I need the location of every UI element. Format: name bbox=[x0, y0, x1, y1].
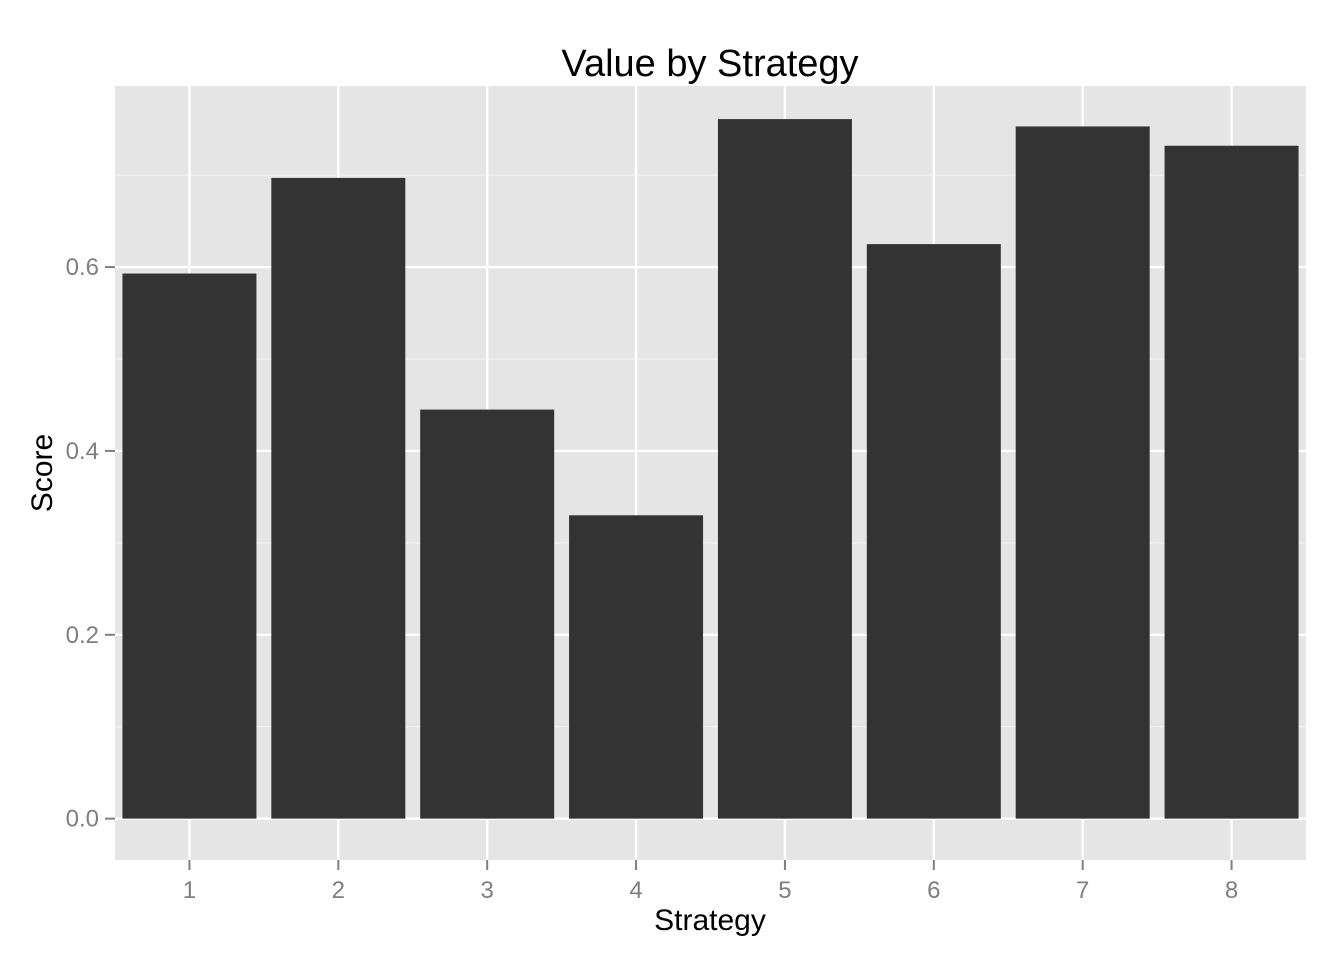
y-tick-label: 0.4 bbox=[66, 438, 99, 465]
bar bbox=[717, 119, 852, 819]
x-tick-label: 3 bbox=[481, 877, 494, 904]
y-axis-ticks: 0.0 0.2 0.4 0.6 bbox=[66, 254, 115, 833]
bar bbox=[569, 515, 704, 819]
y-tick-label: 0.2 bbox=[66, 622, 99, 649]
x-tick-label: 7 bbox=[1076, 877, 1089, 904]
y-tick-label: 0.6 bbox=[66, 254, 99, 281]
bar bbox=[1015, 126, 1150, 819]
x-tick-label: 4 bbox=[629, 877, 642, 904]
x-tick-label: 8 bbox=[1225, 877, 1238, 904]
x-tick-label: 6 bbox=[927, 877, 940, 904]
bars bbox=[122, 119, 1299, 819]
bar bbox=[1164, 145, 1299, 819]
y-axis-title: Score bbox=[26, 434, 59, 512]
bar bbox=[866, 244, 1001, 819]
x-axis-title: Strategy bbox=[654, 904, 766, 937]
y-tick-label: 0.0 bbox=[66, 806, 99, 833]
bar bbox=[420, 409, 555, 819]
x-tick-label: 5 bbox=[778, 877, 791, 904]
x-axis-ticks: 1 2 3 4 5 6 7 8 bbox=[183, 860, 1238, 904]
x-tick-label: 1 bbox=[183, 877, 196, 904]
x-tick-label: 2 bbox=[332, 877, 345, 904]
chart-title: Value by Strategy bbox=[561, 43, 858, 85]
bar bbox=[271, 177, 406, 819]
bar bbox=[122, 273, 257, 819]
